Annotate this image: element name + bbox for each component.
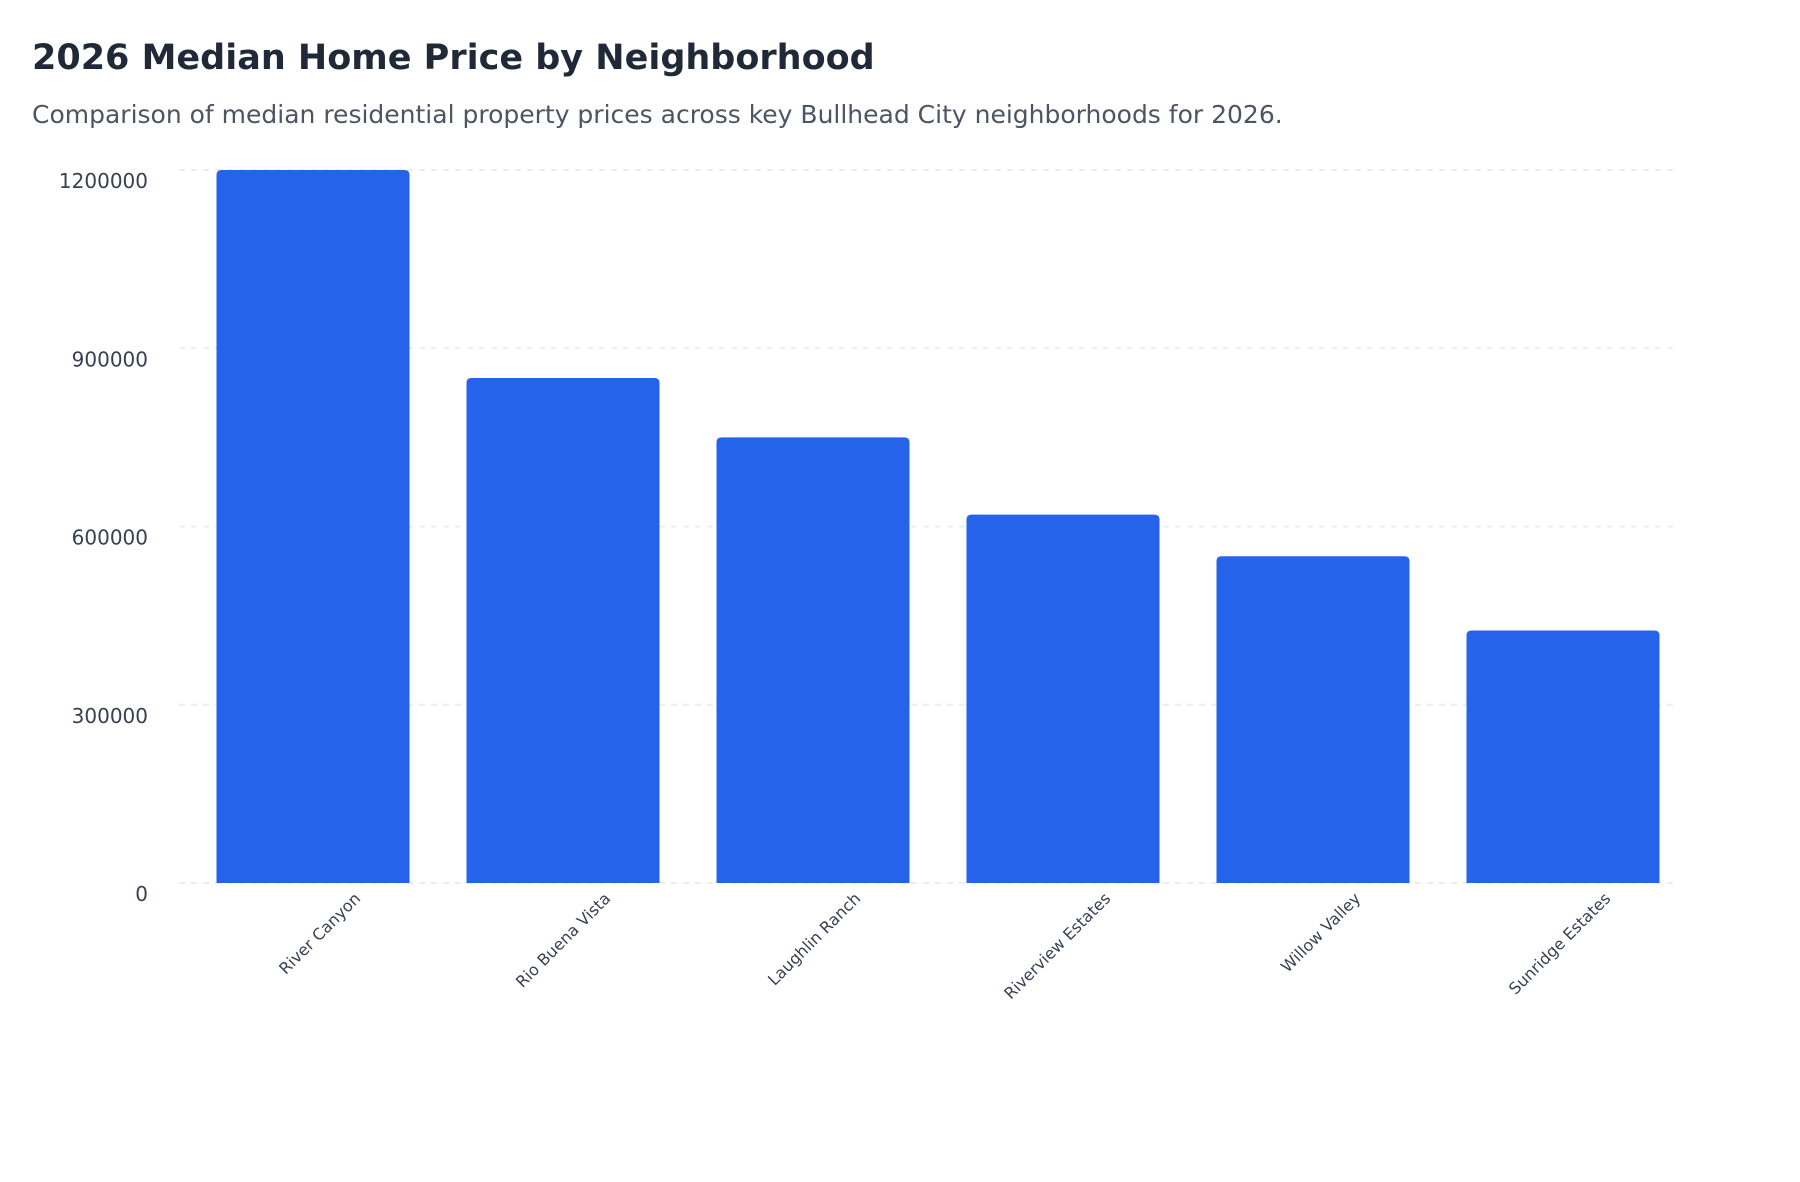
- x-tick-label: Sunridge Estates: [1505, 889, 1614, 998]
- bar-sunridge-estates: [1466, 630, 1660, 883]
- bar-riverview-estates: [966, 514, 1160, 883]
- x-tick-label: Laughlin Ranch: [764, 889, 864, 989]
- chart-subtitle: Comparison of median residential propert…: [32, 100, 1283, 129]
- bar-willow-valley: [1216, 556, 1410, 883]
- y-tick-label: 300000: [72, 704, 148, 728]
- y-tick-label: 600000: [72, 526, 148, 550]
- bar-river-canyon: [216, 170, 410, 883]
- x-tick-label: Rio Buena Vista: [512, 889, 614, 991]
- x-tick-label: River Canyon: [275, 889, 364, 978]
- y-tick-label: 0: [135, 882, 148, 906]
- chart-title: 2026 Median Home Price by Neighborhood: [32, 38, 875, 78]
- bar-rio-buena-vista: [466, 377, 660, 883]
- x-tick-label: Riverview Estates: [1000, 889, 1114, 1003]
- y-tick-label: 1200000: [59, 169, 148, 193]
- bar-laughlin-ranch: [716, 437, 910, 883]
- x-tick-label: Willow Valley: [1277, 889, 1364, 976]
- y-tick-label: 900000: [72, 347, 148, 371]
